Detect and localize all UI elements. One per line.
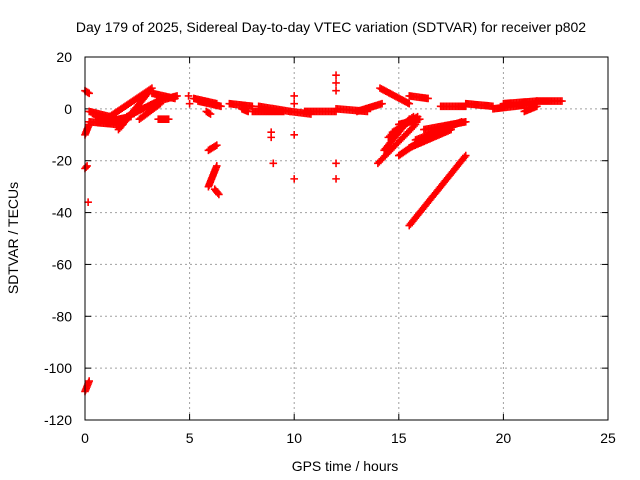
y-tick-label: -60 xyxy=(52,256,72,272)
y-tick-label: -80 xyxy=(52,308,72,324)
plot-frame xyxy=(84,56,609,421)
data-point-marker xyxy=(215,190,223,199)
x-axis-label: GPS time / hours xyxy=(292,458,399,474)
data-point-marker xyxy=(212,141,221,149)
data-point-marker xyxy=(85,377,93,385)
y-tick-label: -120 xyxy=(44,412,72,428)
x-tick-label: 5 xyxy=(186,430,194,446)
data-point-marker xyxy=(267,133,275,142)
data-point-marker xyxy=(424,94,432,103)
data-point-marker xyxy=(405,99,414,108)
data-point-marker xyxy=(332,79,340,87)
data-point-marker xyxy=(185,99,194,108)
x-tick-label: 20 xyxy=(496,430,512,446)
data-point-marker xyxy=(290,99,298,108)
data-point-marker xyxy=(332,86,340,95)
data-point-marker xyxy=(461,151,470,160)
data-point-marker xyxy=(184,92,193,100)
data-point-marker xyxy=(332,159,340,168)
chart-title: Day 179 of 2025, Sidereal Day-to-day VTE… xyxy=(76,19,586,35)
data-point-marker xyxy=(212,162,221,170)
data-point-marker xyxy=(164,115,173,124)
y-tick-label: 20 xyxy=(56,49,72,65)
data-point-marker xyxy=(206,110,215,118)
data-point-marker xyxy=(217,102,225,111)
x-tick-label: 10 xyxy=(286,430,302,446)
y-tick-label: 0 xyxy=(64,101,72,117)
data-point-marker xyxy=(84,198,92,206)
data-point-marker xyxy=(290,92,298,100)
y-tick-label: -20 xyxy=(52,153,72,169)
y-tick-label: -100 xyxy=(44,360,72,376)
data-point-marker xyxy=(332,71,340,79)
data-points xyxy=(81,71,566,396)
data-point-marker xyxy=(558,97,566,105)
data-point-marker xyxy=(290,175,298,183)
data-point-marker xyxy=(82,163,90,171)
x-tick-label: 0 xyxy=(81,430,89,446)
data-point-marker xyxy=(378,99,386,108)
y-axis-label: SDTVAR / TECUs xyxy=(5,182,21,294)
x-tick-label: 25 xyxy=(600,430,616,446)
data-point-marker xyxy=(173,92,181,100)
data-point-marker xyxy=(415,115,424,124)
data-point-marker xyxy=(269,159,278,168)
data-point-marker xyxy=(85,89,93,98)
data-point-marker xyxy=(332,175,340,183)
data-point-marker xyxy=(290,130,298,139)
x-tick-label: 15 xyxy=(391,430,407,446)
y-tick-label: -40 xyxy=(52,205,72,221)
data-point-marker xyxy=(461,118,470,126)
